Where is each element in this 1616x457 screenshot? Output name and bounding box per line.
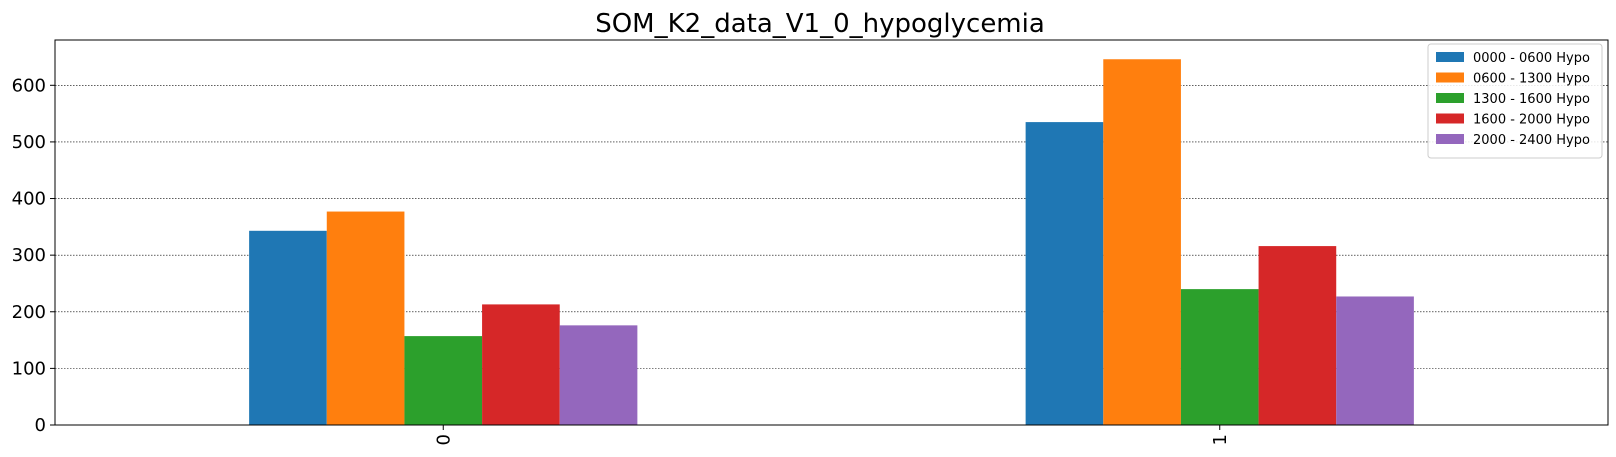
x-tick-label: 1 <box>1210 434 1231 445</box>
legend-label: 0000 - 0600 Hypo <box>1473 51 1590 66</box>
y-tick-label: 200 <box>12 302 46 323</box>
bar <box>249 230 327 425</box>
y-tick-label: 300 <box>12 245 46 266</box>
legend: 0000 - 0600 Hypo 0600 - 1300 Hypo 1300 - 1… <box>1427 43 1603 159</box>
y-tick-label: 400 <box>12 189 46 210</box>
y-tick-label: 500 <box>12 132 46 153</box>
bar <box>559 325 638 425</box>
bar <box>326 211 405 425</box>
bars <box>249 59 1414 426</box>
legend-swatch <box>1436 134 1464 144</box>
bar <box>1336 296 1414 425</box>
x-tick-label: 0 <box>433 434 454 445</box>
legend-swatch <box>1436 52 1464 62</box>
chart-title: SOM_K2_data_V1_0_hypoglycemia <box>595 9 1045 39</box>
legend-box <box>1427 43 1603 159</box>
y-tick-label: 100 <box>12 358 46 379</box>
bar <box>1025 122 1104 426</box>
y-axis: 0 100 200 300 400 500 600 <box>12 75 55 436</box>
bar <box>404 336 483 425</box>
legend-label: 1600 - 2000 Hypo <box>1473 113 1590 128</box>
plot-frame <box>54 39 1609 426</box>
y-tick-label: 0 <box>35 415 46 436</box>
legend-swatch <box>1436 72 1464 83</box>
legend-swatch <box>1436 93 1464 103</box>
bar <box>1258 246 1337 425</box>
legend-label: 1300 - 1600 Hypo <box>1473 92 1590 107</box>
legend-swatch <box>1436 113 1464 124</box>
bar <box>482 304 560 425</box>
y-tick-label: 600 <box>12 75 46 96</box>
bar <box>1180 289 1259 425</box>
legend-label: 2000 - 2400 Hypo <box>1473 133 1590 148</box>
legend-label: 0600 - 1300 Hypo <box>1473 72 1590 87</box>
bar <box>1103 59 1181 425</box>
